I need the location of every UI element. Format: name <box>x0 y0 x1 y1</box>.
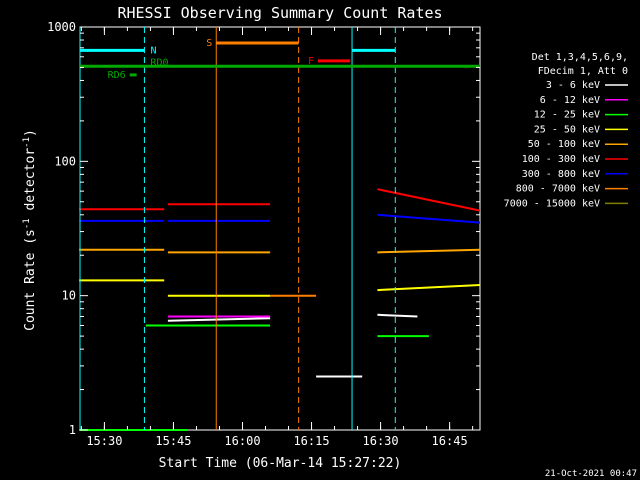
chart-title: RHESSI Observing Summary Count Rates <box>117 4 442 22</box>
x-tick-label: 16:45 <box>432 434 468 448</box>
x-tick-label: 16:30 <box>363 434 399 448</box>
flag-label: RD6 <box>108 70 126 81</box>
legend: Det 1,3,4,5,6,9, FDecim 1, Att 0 3 - 6 k… <box>504 52 628 209</box>
series-line <box>377 188 481 212</box>
y-axis-label-mid: detector <box>23 148 38 219</box>
x-axis-label: Start Time (06-Mar-14 15:27:22) <box>159 456 402 471</box>
legend-entry-label: 3 - 6 keV <box>546 80 600 91</box>
flags-layer: N RD6 S F RD0 <box>79 27 480 430</box>
legend-entry-label: 12 - 25 keV <box>534 110 600 121</box>
x-tick-label: 16:15 <box>293 434 329 448</box>
x-tick-label: 16:00 <box>224 434 260 448</box>
legend-entry-label: 100 - 300 keV <box>522 154 600 165</box>
x-tick-label: 15:45 <box>155 434 191 448</box>
y-tick-label: 10 <box>62 289 76 303</box>
legend-entry-label: 25 - 50 keV <box>534 124 600 135</box>
series-line <box>377 248 481 254</box>
series-3 <box>79 279 481 297</box>
y-axis-label: Count Rate (s-1 detector-1) <box>22 129 38 331</box>
series-0 <box>167 313 418 378</box>
y-axis-label-sup1: -1 <box>22 218 32 229</box>
legend-entry-label: 800 - 7000 keV <box>516 184 600 195</box>
flag-label: N <box>150 45 156 56</box>
y-tick-label: 1 <box>69 423 76 437</box>
y-tick-label: 1000 <box>47 20 76 34</box>
y-axis-label-sup2: -1 <box>22 137 32 148</box>
legend-entry-label: 7000 - 15000 keV <box>504 198 600 209</box>
flag-label-rd0: RD0 <box>150 57 168 68</box>
series-line <box>377 313 418 318</box>
flag-label: S <box>206 38 212 49</box>
legend-header-line2: FDecim 1, Att 0 <box>538 66 628 77</box>
series-line <box>167 317 271 322</box>
flag-label: F <box>308 56 314 67</box>
series-2 <box>79 324 429 431</box>
legend-entry-label: 6 - 12 keV <box>540 95 600 106</box>
x-tick-label: 15:30 <box>86 434 122 448</box>
plot-frame <box>79 26 481 431</box>
legend-header-line1: Det 1,3,4,5,6,9, <box>532 52 628 63</box>
series-5 <box>79 188 481 212</box>
series-line <box>377 284 481 292</box>
plot-area <box>79 26 481 431</box>
legend-entry-label: 300 - 800 keV <box>522 169 600 180</box>
series-4 <box>79 248 481 254</box>
y-axis-label-pre: Count Rate (s <box>23 229 38 331</box>
series-line <box>377 213 481 224</box>
axes-layer: 15:30 15:45 16:00 16:15 16:30 16:45 1 10 100 1000 <box>47 20 480 448</box>
series-layer <box>79 188 481 431</box>
y-axis-label-post: ) <box>23 129 38 137</box>
timestamp: 21-Oct-2021 00:47 <box>545 469 637 479</box>
y-tick-label: 100 <box>54 154 76 168</box>
series-6 <box>79 213 481 224</box>
legend-entry-label: 50 - 100 keV <box>528 139 600 150</box>
